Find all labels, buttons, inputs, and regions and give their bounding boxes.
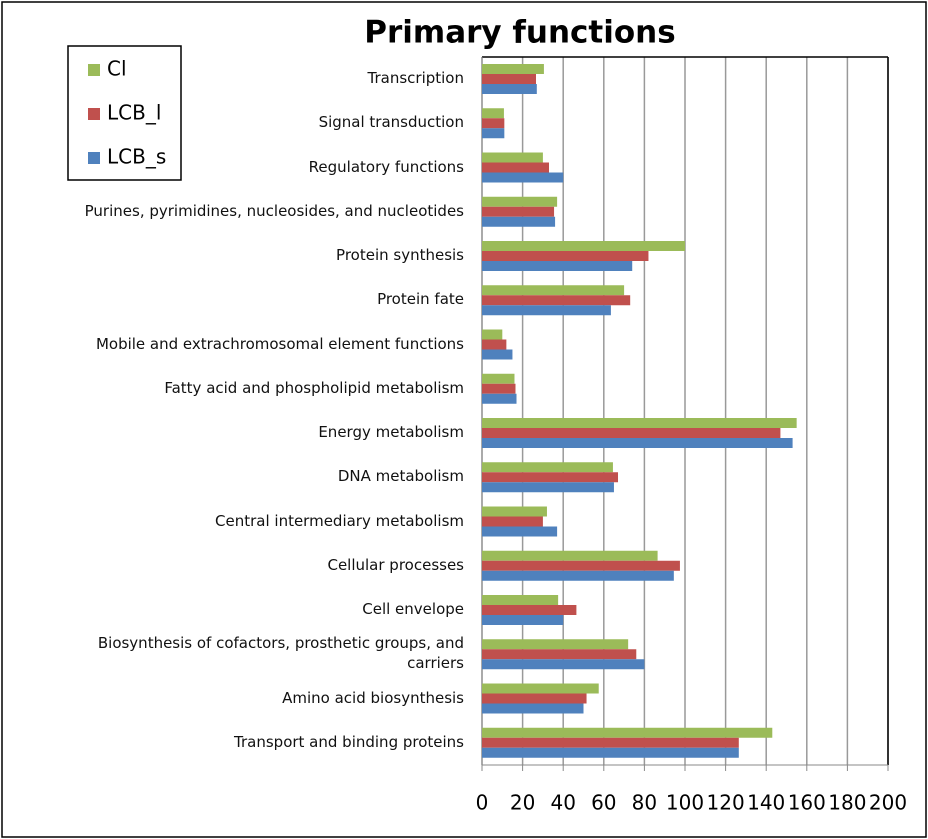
bar: [482, 216, 556, 227]
bar: [482, 383, 516, 394]
x-tick-label: 0: [476, 791, 489, 815]
x-tick-label: 180: [828, 791, 866, 815]
y-tick-label: Transport and binding proteins: [234, 732, 464, 751]
bar: [482, 693, 587, 704]
x-tick-label: 140: [747, 791, 785, 815]
bar: [482, 206, 555, 217]
x-tick-label: 160: [788, 791, 826, 815]
y-tick-label: Central intermediary metabolism: [215, 511, 464, 530]
bar: [482, 418, 797, 428]
y-tick-label: Signal transduction: [318, 113, 464, 132]
bar: [482, 472, 619, 483]
bar: [482, 349, 513, 360]
y-tick-label: Regulatory functions: [308, 157, 464, 176]
y-tick-label: Protein fate: [377, 290, 464, 309]
legend-label: LCB_s: [107, 145, 166, 169]
bar: [482, 295, 631, 306]
y-tick-label: Cell envelope: [362, 600, 464, 619]
legend-label: LCB_l: [107, 101, 161, 125]
bar: [482, 506, 547, 517]
bar: [482, 241, 685, 251]
bar: [482, 118, 505, 129]
bar: [482, 482, 614, 493]
bar: [482, 747, 739, 758]
legend-swatch: [88, 64, 100, 76]
bar: [482, 373, 515, 384]
bar: [482, 74, 536, 84]
x-tick-label: 200: [869, 791, 907, 815]
bar: [482, 305, 611, 316]
bar: [482, 428, 781, 438]
bar: [482, 703, 584, 714]
chart-title: Primary functions: [364, 15, 675, 51]
bar: [482, 162, 549, 173]
bar: [482, 526, 558, 537]
bar: [482, 615, 564, 625]
bar: [482, 462, 613, 473]
bar: [482, 438, 793, 448]
bar: [482, 108, 504, 119]
y-tick-label: Amino acid biosynthesis: [282, 688, 464, 707]
bar: [482, 172, 564, 183]
bar: [482, 329, 503, 340]
bar: [482, 285, 625, 296]
bar: [482, 393, 517, 404]
bar: [482, 737, 739, 748]
legend-swatch: [88, 108, 100, 120]
y-tick-label: Mobile and extrachromosomal element func…: [95, 334, 464, 353]
x-tick-label: 40: [550, 791, 575, 815]
bar: [482, 649, 637, 660]
bar: [482, 196, 558, 207]
bar: [482, 560, 680, 571]
x-tick-label: 60: [591, 791, 616, 815]
bar: [482, 64, 544, 74]
bar: [482, 339, 507, 350]
bar: [482, 595, 559, 605]
bar: [482, 659, 645, 670]
bar: [482, 683, 599, 694]
x-tick-label: 20: [510, 791, 535, 815]
y-tick-label: Transcription: [367, 69, 464, 88]
bar: [482, 727, 773, 738]
bar: [482, 516, 543, 527]
bar: [482, 152, 543, 163]
bar: [482, 251, 649, 261]
x-tick-label: 120: [707, 791, 745, 815]
y-tick-label: Protein synthesis: [336, 246, 464, 265]
y-tick-label: DNA metabolism: [337, 467, 464, 486]
bar: [482, 570, 674, 581]
legend-label: Cl: [107, 57, 127, 81]
y-tick-label: Purines, pyrimidines, nucleosides, and n…: [84, 201, 464, 220]
bar: [482, 550, 658, 561]
legend-box: [67, 45, 182, 181]
bar: [482, 261, 633, 271]
y-tick-label: Energy metabolism: [318, 423, 464, 442]
y-tick-label: Fatty acid and phospholipid metabolism: [164, 378, 464, 397]
y-tick-label: Cellular processes: [327, 555, 464, 574]
bar: [482, 605, 577, 615]
bar: [482, 639, 629, 650]
y-tick-label: Biosynthesis of cofactors, prosthetic gr…: [97, 634, 464, 673]
bar: [482, 128, 505, 139]
bar: [482, 84, 537, 94]
legend-swatch: [88, 152, 100, 164]
x-tick-label: 100: [666, 791, 704, 815]
x-tick-label: 80: [632, 791, 657, 815]
